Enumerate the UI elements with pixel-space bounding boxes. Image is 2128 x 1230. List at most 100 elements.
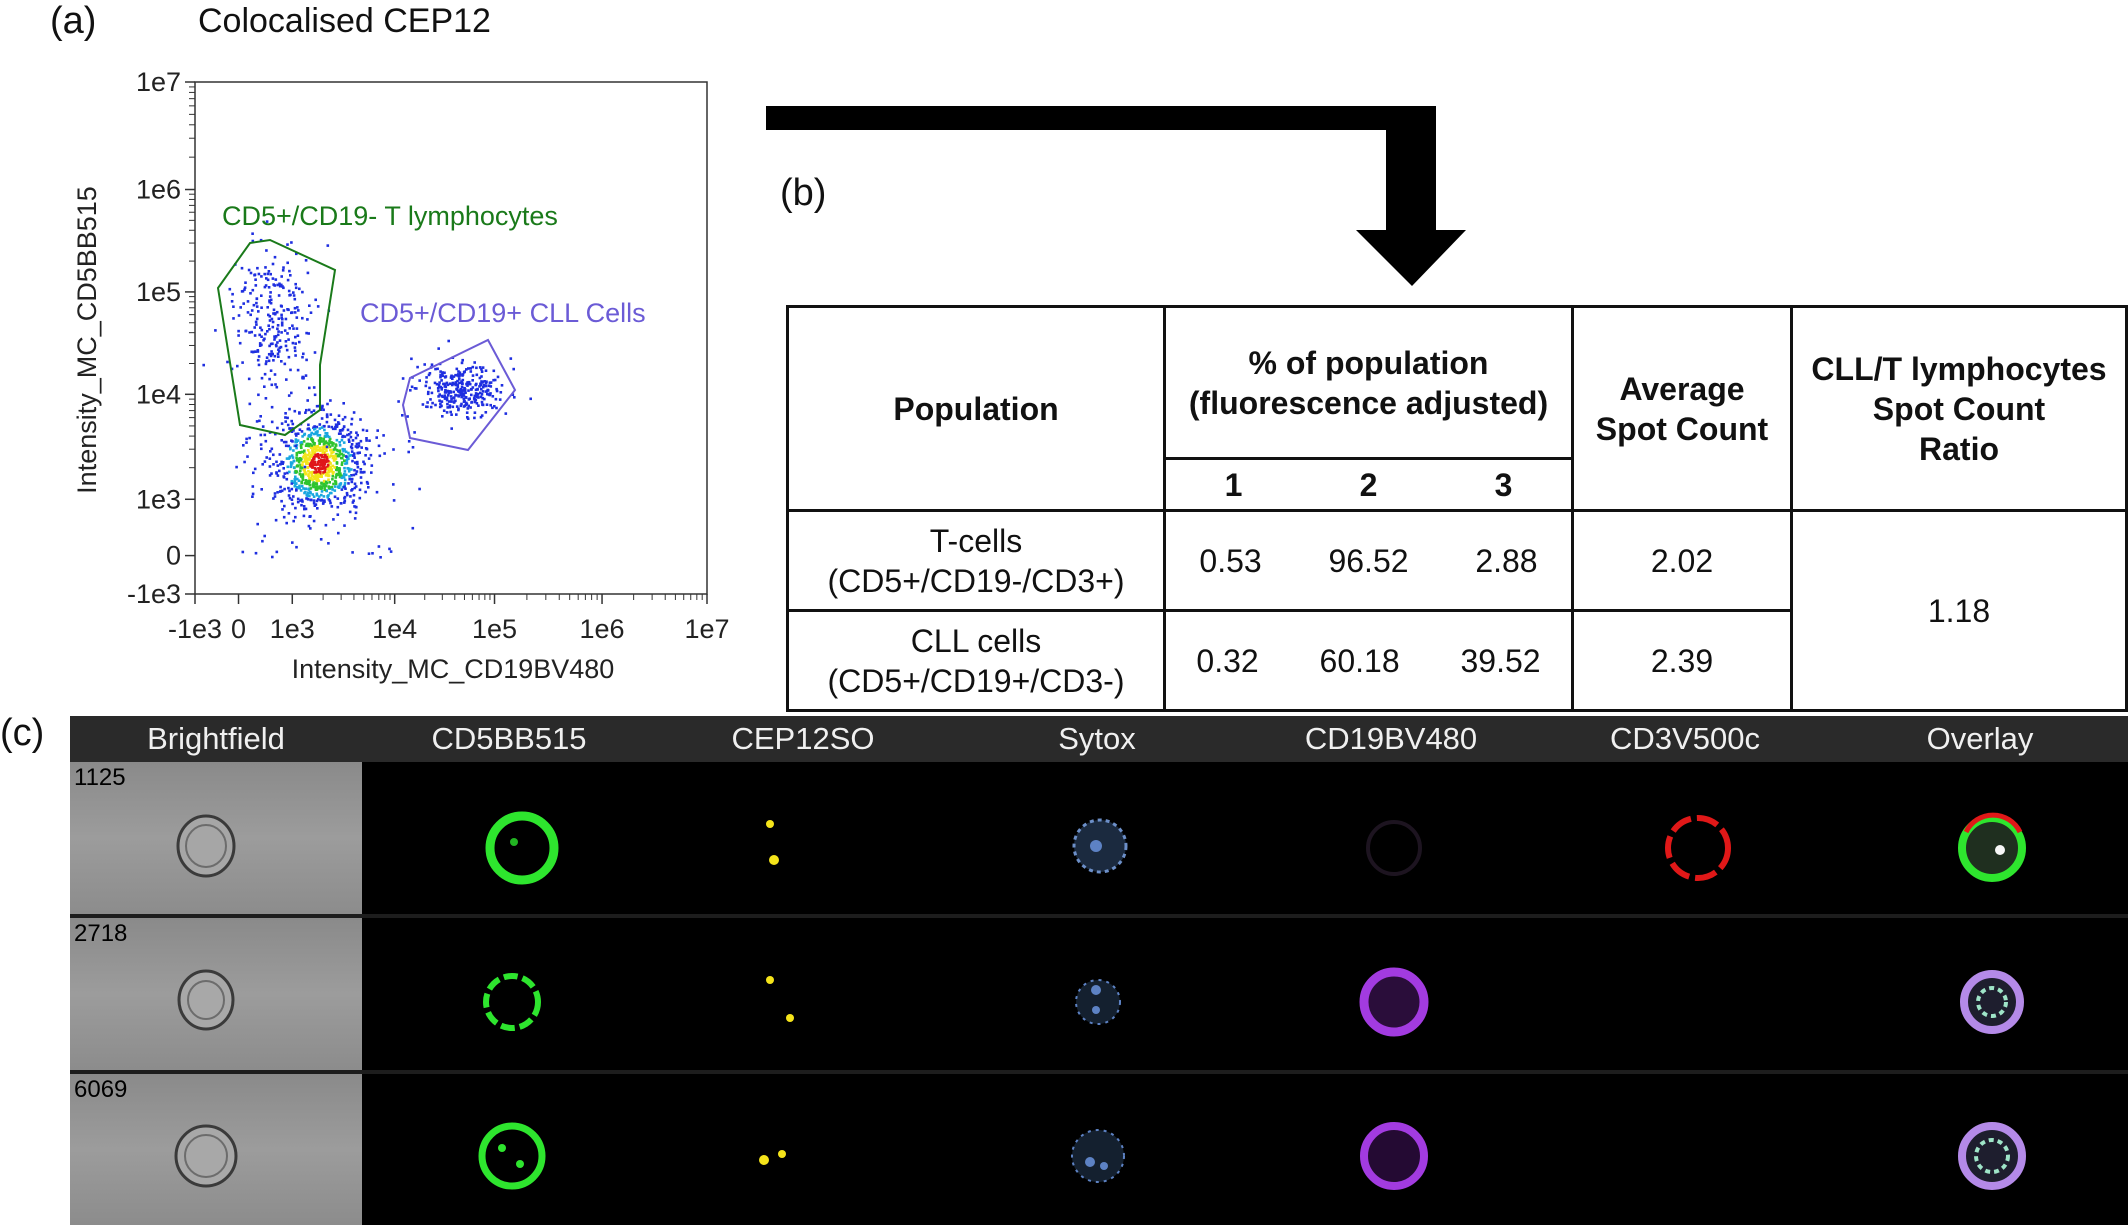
gate-t-label: CD5+/CD19- T lymphocytes	[222, 201, 558, 231]
event-dot	[358, 488, 362, 492]
event-dot	[268, 457, 272, 460]
event-dot	[340, 429, 344, 432]
x-tick-label: -1e3	[168, 614, 222, 644]
average-cell: 2.02	[1571, 509, 1793, 612]
event-dot	[273, 354, 277, 358]
event-dot	[296, 334, 300, 337]
event-dot	[309, 498, 313, 502]
event-dot	[312, 386, 316, 389]
event-dot	[341, 435, 344, 439]
event-dot	[282, 476, 286, 479]
row-name-line1: T-cells	[929, 522, 1023, 559]
event-dot	[255, 323, 258, 326]
event-dot	[268, 319, 272, 322]
event-dot	[450, 427, 453, 430]
event-dot	[237, 334, 240, 337]
event-dot	[310, 444, 313, 447]
event-dot	[294, 506, 297, 510]
event-dot	[456, 373, 460, 376]
event-dot	[295, 489, 298, 492]
event-dot	[287, 444, 291, 448]
event-dot	[260, 488, 263, 491]
event-dot	[450, 383, 454, 387]
event-dot	[273, 312, 277, 316]
event-dot	[459, 373, 462, 376]
event-dot	[375, 436, 378, 439]
event-dot	[278, 350, 281, 353]
cd5-tile	[478, 1122, 546, 1190]
event-dot	[293, 478, 297, 482]
event-dot	[320, 490, 324, 493]
event-dot	[439, 373, 442, 377]
event-dot	[333, 447, 337, 451]
event-dot	[306, 318, 309, 321]
event-dot	[284, 340, 288, 343]
event-dot	[298, 484, 301, 488]
event-dot	[272, 359, 275, 362]
event-dot	[327, 478, 330, 481]
event-dot	[252, 471, 255, 475]
x-tick-label: 0	[231, 614, 246, 644]
event-dot	[315, 447, 318, 450]
event-dot	[302, 505, 306, 508]
value-3: 39.52	[1460, 642, 1541, 679]
event-dot	[268, 344, 271, 348]
event-dot	[392, 499, 396, 502]
event-dot	[320, 475, 323, 478]
event-dot	[284, 416, 287, 419]
channel-label: Brightfield	[147, 721, 285, 756]
event-dot	[294, 438, 298, 441]
event-dot	[276, 491, 279, 494]
event-dot	[268, 327, 271, 331]
event-dot	[309, 487, 313, 490]
event-dot	[327, 468, 331, 472]
event-dot	[305, 493, 309, 497]
event-dot	[378, 454, 382, 458]
event-dot	[321, 458, 325, 462]
event-dot	[485, 389, 489, 393]
event-dot	[491, 406, 494, 410]
event-dot	[429, 398, 432, 401]
event-dot	[343, 496, 346, 500]
event-dot	[338, 483, 341, 486]
event-dot	[444, 389, 447, 392]
event-dot	[366, 482, 370, 485]
event-dot	[338, 471, 341, 474]
event-dot	[295, 434, 298, 437]
event-dot	[285, 477, 289, 481]
event-dot	[438, 393, 441, 396]
event-dot	[323, 484, 327, 487]
value-2: 96.52	[1328, 542, 1409, 579]
event-dot	[446, 402, 449, 406]
event-dot	[303, 472, 307, 475]
event-dot	[278, 339, 282, 342]
event-dot	[269, 342, 273, 346]
event-dot	[467, 367, 470, 370]
event-dot	[442, 409, 446, 412]
event-dot	[354, 436, 358, 440]
event-dot	[369, 453, 373, 457]
event-dot	[273, 495, 277, 498]
event-dot	[449, 391, 453, 394]
event-dot	[474, 392, 478, 395]
event-dot	[307, 423, 310, 427]
event-dot	[306, 498, 310, 501]
event-dot	[299, 466, 302, 469]
event-dot	[480, 375, 483, 378]
event-dot	[335, 474, 338, 477]
event-dot	[348, 454, 351, 457]
event-dot	[269, 301, 273, 305]
event-dot	[269, 298, 273, 302]
event-dot	[263, 337, 266, 341]
event-dot	[304, 374, 308, 377]
event-dot	[285, 521, 288, 525]
event-dot	[322, 425, 326, 428]
event-dot	[263, 385, 266, 388]
event-dot	[288, 427, 292, 430]
event-dot	[350, 443, 354, 446]
event-dot	[300, 446, 303, 450]
event-dot	[429, 405, 433, 409]
event-dot	[288, 456, 291, 460]
event-dot	[268, 377, 271, 381]
event-dot	[343, 524, 346, 527]
